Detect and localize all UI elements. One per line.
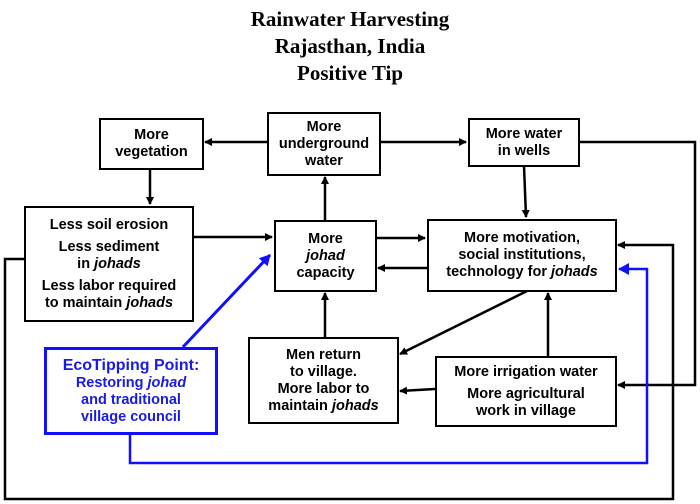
node-text: and traditional: [81, 392, 181, 408]
node-text: Less sediment: [58, 238, 160, 255]
arrow-ecotip-to-motivation: [128, 263, 649, 465]
node-text: work in village: [476, 402, 576, 419]
arrow-soil-to-motivation: [3, 241, 675, 501]
node-text: More: [306, 118, 342, 135]
node-text: More labor to: [277, 380, 370, 397]
node-text: in: [77, 255, 95, 272]
title-line-3: Positive Tip: [297, 61, 403, 85]
node-text: Less soil erosion: [49, 216, 169, 233]
node-text: village council: [81, 409, 181, 425]
arrow-irrigation-to-men: [399, 386, 436, 395]
node-text: More: [308, 230, 343, 247]
node-text: capacity: [296, 264, 355, 281]
node-text: to village.: [290, 363, 357, 380]
title-line-1: Rainwater Harvesting: [250, 7, 450, 31]
node-text: to maintain: [44, 294, 127, 311]
node-text: johad: [306, 247, 345, 264]
node-more-motivation: More motivation, social institutions, te…: [427, 219, 617, 292]
node-ecotipping-point: EcoTipping Point: Restoring johad and tr…: [44, 347, 218, 435]
node-text: Men return: [286, 346, 361, 363]
node-text: in wells: [497, 142, 551, 159]
ecotipping-heading: EcoTipping Point:: [62, 357, 200, 374]
node-text: technology for: [446, 264, 551, 280]
node-text: More water: [485, 125, 563, 142]
node-text: vegetation: [115, 144, 188, 160]
node-men-return: Men return to village. More labor to mai…: [248, 337, 399, 424]
arrow-wells-to-motivation: [521, 165, 530, 218]
node-text: underground: [278, 135, 370, 152]
node-more-johad-capacity: More johad capacity: [274, 220, 377, 292]
node-text: More motivation,: [463, 230, 580, 246]
node-more-vegetation: More vegetation: [99, 118, 204, 170]
node-text: maintain: [268, 397, 332, 414]
node-more-water-in-wells: More water in wells: [468, 118, 580, 167]
node-text: johads: [331, 397, 379, 414]
node-text: Less labor required: [41, 277, 177, 294]
node-text: johad: [147, 375, 187, 391]
node-text: More agricultural: [467, 385, 585, 402]
title-line-2: Rajasthan, India: [274, 34, 426, 58]
node-more-irrigation-water: More irrigation water More agricultural …: [435, 356, 617, 427]
node-text: johads: [551, 264, 598, 280]
node-text: social institutions,: [458, 247, 586, 263]
arrow-motivation-to-men: [399, 289, 528, 356]
arrow-ecotip-to-capacity: [181, 253, 272, 349]
node-text: johads: [94, 255, 141, 272]
node-text: johads: [126, 294, 174, 311]
node-text: More irrigation water: [454, 363, 598, 380]
node-less-soil-erosion: Less soil erosion Less sediment in johad…: [24, 206, 194, 322]
arrow-wells-to-irrigation: [579, 140, 697, 389]
node-text: More: [134, 127, 169, 143]
node-text: Restoring: [75, 375, 148, 391]
node-text: water: [305, 152, 343, 169]
node-more-underground-water: More underground water: [267, 112, 381, 176]
